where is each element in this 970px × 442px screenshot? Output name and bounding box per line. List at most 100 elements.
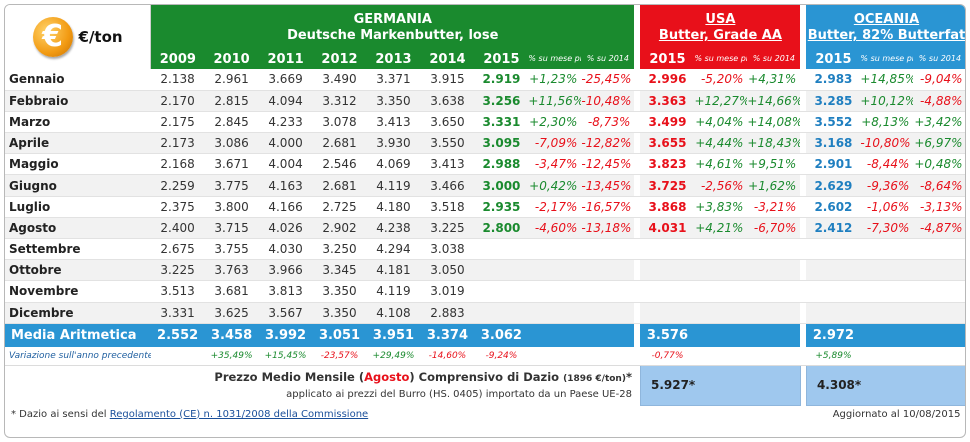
usa-variation-value: -0,77% xyxy=(640,347,695,366)
pct-year-header: % su 2014 xyxy=(581,47,635,69)
average-value: 3.951 xyxy=(366,323,421,348)
oceania-pct-month xyxy=(860,259,914,282)
year-header: 2013 xyxy=(366,47,421,69)
price-cell: 3.930 xyxy=(366,132,421,155)
usa-pct-month: -5,20% xyxy=(694,69,748,91)
germany-2015-price: 2.935 xyxy=(474,196,529,218)
price-cell: 4.004 xyxy=(258,153,313,176)
usa-pct-month: +12,27% xyxy=(694,90,748,112)
dazio-description: Prezzo Medio Mensile (Agosto) Comprensiv… xyxy=(5,365,640,405)
oceania-pct-year: +3,42% xyxy=(913,111,965,134)
variation-value: +15,45% xyxy=(258,347,313,366)
oceania-pct-month: -9,36% xyxy=(860,174,914,197)
usa-pct-month: +3,83% xyxy=(694,196,748,218)
usa-pct-year xyxy=(747,280,801,303)
footnote: * Dazio ai sensi del Regolamento (CE) n.… xyxy=(5,405,640,423)
usa-2015-price: 3.725 xyxy=(640,174,695,197)
usa-2015-price: 3.499 xyxy=(640,111,695,134)
oceania-header: OCEANIA Butter, 82% Butterfat xyxy=(806,5,966,47)
oceania-2015-price: 2.983 xyxy=(806,69,861,91)
footnote-row: * Dazio ai sensi del Regolamento (CE) n.… xyxy=(5,405,965,423)
price-cell: 3.331 xyxy=(150,302,205,324)
price-cell: 3.671 xyxy=(204,153,259,176)
price-cell: 2.815 xyxy=(204,90,259,112)
germany-pct-month xyxy=(528,238,582,261)
germany-pct-month: +0,42% xyxy=(528,174,582,197)
price-cell: 2.175 xyxy=(150,111,205,134)
germany-2015-price xyxy=(474,238,529,261)
month-row: Marzo 2.175 2.845 4.233 3.078 3.413 3.650 3.331… xyxy=(5,111,965,134)
oceania-average-value: 2.972 xyxy=(806,323,861,348)
price-cell: 3.078 xyxy=(312,111,367,134)
oceania-2015-price: 3.285 xyxy=(806,90,861,112)
oceania-title-link[interactable]: OCEANIA xyxy=(853,12,920,27)
oceania-variation-value: +5,89% xyxy=(806,347,861,366)
oceania-2015-price xyxy=(806,302,861,324)
usa-2015-price: 3.363 xyxy=(640,90,695,112)
usa-header: USA Butter, Grade AA xyxy=(640,5,801,47)
germany-product: Deutsche Markenbutter, lose xyxy=(287,28,499,43)
euro-coin-icon: € xyxy=(32,17,73,57)
usa-2015-price: 3.868 xyxy=(640,196,695,218)
month-label: Maggio xyxy=(5,153,151,176)
pct-month-header: % su mese prec. xyxy=(694,47,748,69)
price-cell: 3.019 xyxy=(420,280,475,303)
oceania-product-link[interactable]: Butter, 82% Butterfat xyxy=(807,28,966,43)
oceania-pct-month xyxy=(860,302,914,324)
average-value: 3.458 xyxy=(204,323,259,348)
dazio-title-prefix: Prezzo Medio Mensile ( xyxy=(214,369,365,384)
usa-pct-year: +9,51% xyxy=(747,153,801,176)
price-cell: 4.238 xyxy=(366,217,421,240)
pct-month-header: % su mese prec. xyxy=(528,47,582,69)
usa-product-link[interactable]: Butter, Grade AA xyxy=(658,28,782,43)
month-row: Febbraio 2.170 2.815 4.094 3.312 3.350 3.638 3.… xyxy=(5,90,965,112)
regulation-link[interactable]: Regolamento (CE) n. 1031/2008 della Comm… xyxy=(109,408,369,420)
price-cell: 2.961 xyxy=(204,69,259,91)
year-header: 2015 xyxy=(640,47,695,69)
oceania-pct-year xyxy=(913,259,965,282)
oceania-pct-month: +8,13% xyxy=(860,111,914,134)
price-cell: 3.800 xyxy=(204,196,259,218)
germany-pct-year: -12,82% xyxy=(581,132,635,155)
price-cell: 3.715 xyxy=(204,217,259,240)
month-label: Marzo xyxy=(5,111,151,134)
usa-pct-year: +18,43% xyxy=(747,132,801,155)
month-row: Luglio 2.375 3.800 4.166 2.725 4.180 3.518 2.93… xyxy=(5,196,965,218)
usa-title-link[interactable]: USA xyxy=(705,12,736,27)
pct-year-header: % su 2014 xyxy=(913,47,965,69)
germany-2015-price: 3.331 xyxy=(474,111,529,134)
month-label: Dicembre xyxy=(5,302,151,324)
price-cell: 4.294 xyxy=(366,238,421,261)
oceania-2015-price: 2.602 xyxy=(806,196,861,218)
oceania-dazio-value: 4.308* xyxy=(805,364,965,406)
germany-pct-month xyxy=(528,280,582,303)
price-cell: 2.375 xyxy=(150,196,205,218)
germany-pct-year: -13,45% xyxy=(581,174,635,197)
germany-pct-year: -10,48% xyxy=(581,90,635,112)
average-value: 3.374 xyxy=(420,323,475,348)
oceania-pct-year: +0,48% xyxy=(913,153,965,176)
germany-2015-price: 2.988 xyxy=(474,153,529,176)
average-value: 3.051 xyxy=(312,323,367,348)
price-cell: 3.625 xyxy=(204,302,259,324)
price-cell: 3.518 xyxy=(420,196,475,218)
germany-pct-year: -25,45% xyxy=(581,69,635,91)
price-cell: 3.681 xyxy=(204,280,259,303)
price-cell: 3.413 xyxy=(420,153,475,176)
dazio-title-suffix: ) Comprensivo di Dazio xyxy=(409,369,564,384)
price-cell: 3.763 xyxy=(204,259,259,282)
oceania-2015-price xyxy=(806,280,861,303)
usa-pct-month: +4,21% xyxy=(694,217,748,240)
oceania-pct-year xyxy=(913,238,965,261)
average-value: 3.062 xyxy=(474,323,529,348)
oceania-pct-year: -3,13% xyxy=(913,196,965,218)
oceania-2015-price: 3.552 xyxy=(806,111,861,134)
germany-2015-price xyxy=(474,302,529,324)
price-cell: 2.681 xyxy=(312,132,367,155)
month-row: Dicembre 3.331 3.625 3.567 3.350 4.108 2.883 xyxy=(5,302,965,324)
variation-value: -14,60% xyxy=(420,347,475,366)
oceania-pct-year: +6,97% xyxy=(913,132,965,155)
usa-2015-price: 3.823 xyxy=(640,153,695,176)
oceania-pct-month: -10,80% xyxy=(860,132,914,155)
footnote-prefix: * Dazio ai sensi del xyxy=(11,408,110,420)
